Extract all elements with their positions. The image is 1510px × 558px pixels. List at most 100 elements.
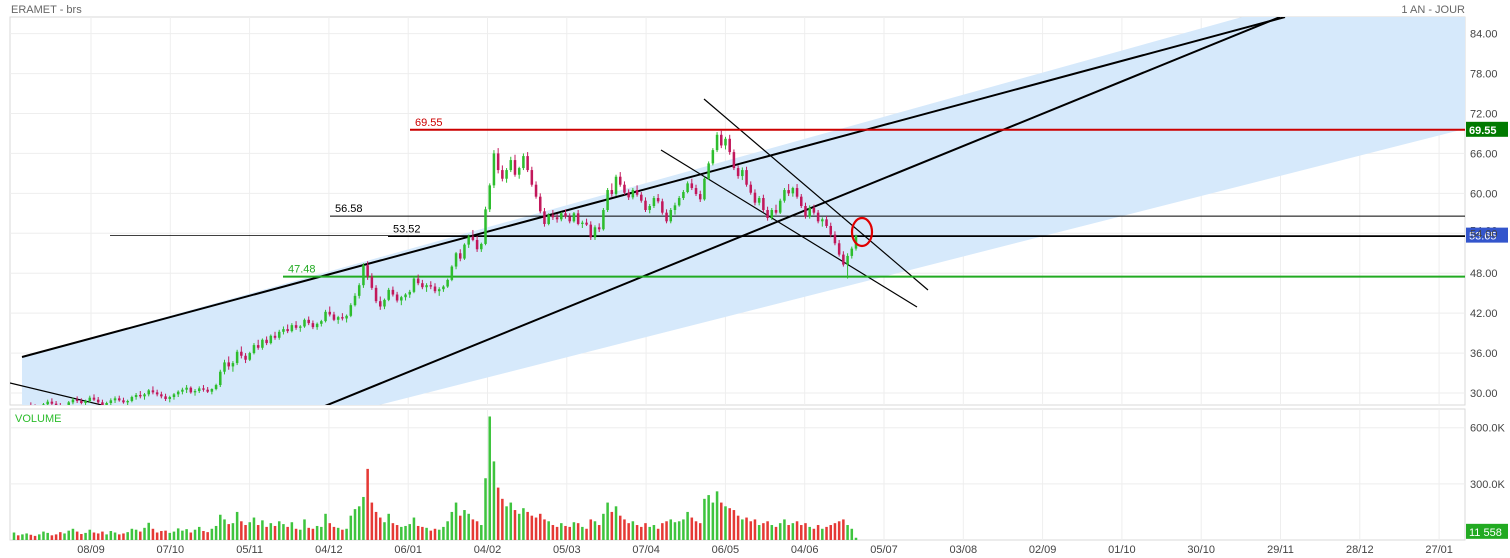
volume-bar	[547, 521, 550, 540]
volume-bar	[614, 506, 618, 540]
candle-body	[219, 371, 222, 386]
candle-body	[505, 170, 508, 179]
volume-bar	[231, 523, 235, 540]
volume-bar	[471, 519, 475, 540]
volume-bar	[63, 533, 66, 540]
candle-body	[753, 192, 757, 203]
volume-bar	[551, 525, 555, 540]
candle-body	[349, 305, 353, 316]
volume-bar	[181, 530, 184, 540]
candle-body	[850, 248, 854, 256]
candle-body	[560, 213, 563, 220]
volume-bar	[252, 517, 256, 540]
candle-body	[804, 206, 807, 217]
volume-bar	[341, 529, 344, 540]
candle-body	[846, 255, 849, 265]
volume-bar	[543, 519, 546, 540]
candle-body	[80, 401, 83, 404]
channel-lower-line	[324, 17, 1281, 405]
price-tick-label: 36.00	[1470, 348, 1498, 360]
candle-body	[648, 206, 651, 211]
volume-bar	[677, 521, 681, 540]
volume-bar	[210, 528, 214, 540]
candle-body	[63, 406, 66, 408]
volume-bar	[189, 532, 193, 540]
volume-bar	[627, 523, 630, 540]
volume-bar	[404, 525, 407, 540]
volume-bar	[42, 531, 45, 540]
candle-body	[496, 153, 500, 171]
volume-bar	[416, 525, 420, 540]
candle-body	[446, 279, 449, 287]
level-label: 53.52	[393, 223, 421, 235]
x-tick-label: 05/07	[870, 544, 898, 556]
volume-bar	[484, 478, 487, 540]
volume-bars	[12, 416, 858, 540]
volume-bar	[517, 513, 521, 540]
price-tick-label: 54.00	[1470, 228, 1498, 240]
candle-body	[92, 397, 96, 400]
volume-bar	[421, 526, 424, 540]
candle-body	[315, 323, 319, 328]
candle-body	[463, 244, 466, 259]
candle-body	[762, 198, 765, 211]
volume-bar	[538, 513, 542, 540]
volume-bar	[694, 521, 698, 540]
volume-bar	[96, 533, 100, 540]
volume-bar	[387, 513, 390, 540]
volume-bar	[673, 522, 677, 540]
volume-bar	[277, 521, 281, 540]
candle-body	[303, 319, 306, 327]
candle-body	[564, 213, 567, 217]
candle-body	[139, 395, 142, 397]
x-tick-label: 30/10	[1187, 544, 1215, 556]
candle-body	[593, 227, 597, 238]
volume-bar	[509, 502, 513, 540]
volume-bar	[505, 506, 508, 540]
candle-body	[126, 401, 129, 403]
volume-bar	[513, 510, 517, 540]
volume-bar	[720, 502, 723, 540]
candle-body	[534, 184, 538, 197]
candle-body	[370, 276, 374, 288]
candle-body	[433, 286, 437, 292]
x-tick-label: 07/10	[157, 544, 185, 556]
volume-bar	[757, 525, 761, 540]
volume-bar	[374, 511, 378, 540]
candle-body	[665, 212, 668, 222]
volume-bar	[804, 523, 807, 540]
candle-body	[328, 311, 332, 315]
volume-bar	[84, 532, 87, 540]
candle-body	[585, 222, 588, 225]
volume-bar	[92, 532, 96, 540]
volume-bar	[564, 525, 567, 540]
volume-bar	[134, 529, 138, 540]
volume-bar	[273, 525, 277, 540]
volume-bar	[850, 528, 854, 540]
volume-bar	[829, 525, 833, 540]
level-label: 47.48	[288, 264, 316, 276]
candle-body	[501, 170, 504, 179]
candle-body	[787, 190, 790, 194]
volume-bar	[160, 531, 163, 540]
volume-bar	[560, 523, 563, 540]
volume-bar	[656, 528, 660, 540]
volume-bar	[458, 515, 462, 540]
volume-bar	[698, 523, 702, 540]
candle-body	[421, 283, 424, 288]
candle-body	[480, 243, 483, 250]
candle-body	[682, 192, 685, 199]
candle-body	[223, 362, 226, 372]
volume-bar	[345, 528, 348, 540]
candle-body	[736, 168, 740, 177]
volume-bar	[774, 526, 778, 540]
candle-body	[652, 198, 656, 207]
candle-body	[416, 278, 420, 284]
volume-bar	[176, 528, 180, 540]
volume-bar	[16, 535, 20, 540]
candle-body	[825, 219, 828, 226]
candle-body	[475, 239, 479, 250]
candle-body	[597, 227, 601, 230]
volume-bar	[206, 532, 209, 540]
candle-body	[130, 397, 134, 402]
